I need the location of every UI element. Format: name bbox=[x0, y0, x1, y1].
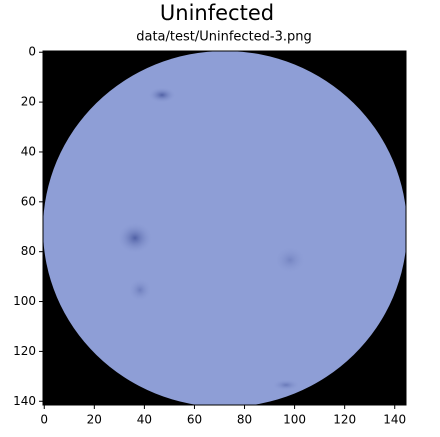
y-tick-label: 0 bbox=[28, 45, 36, 59]
cell-spot bbox=[148, 87, 176, 103]
x-tick-label: 20 bbox=[87, 413, 102, 427]
cell-spot bbox=[272, 379, 300, 391]
chart-subtitle: data/test/Uninfected-3.png bbox=[136, 30, 312, 45]
y-tick-label: 60 bbox=[21, 194, 36, 208]
y-tick-label: 120 bbox=[13, 344, 36, 358]
y-tick-label: 80 bbox=[21, 244, 36, 258]
y-tick-label: 140 bbox=[13, 394, 36, 408]
x-tick-label: 0 bbox=[40, 413, 48, 427]
chart-title: Uninfected bbox=[160, 1, 274, 25]
cell bbox=[43, 51, 406, 405]
cell-spot bbox=[274, 246, 306, 274]
y-tick-label: 100 bbox=[13, 294, 36, 308]
x-tick-label: 40 bbox=[137, 413, 152, 427]
x-tick-label: 140 bbox=[383, 413, 406, 427]
cell-spot bbox=[128, 278, 152, 302]
x-tick-label: 80 bbox=[237, 413, 252, 427]
cell-spot bbox=[117, 222, 153, 254]
axes-frame bbox=[42, 50, 407, 406]
x-tick-label: 100 bbox=[283, 413, 306, 427]
image bbox=[43, 51, 406, 405]
y-tick-label: 20 bbox=[21, 95, 36, 109]
x-tick-label: 60 bbox=[187, 413, 202, 427]
y-tick-label: 40 bbox=[21, 144, 36, 158]
x-tick-label: 120 bbox=[333, 413, 356, 427]
